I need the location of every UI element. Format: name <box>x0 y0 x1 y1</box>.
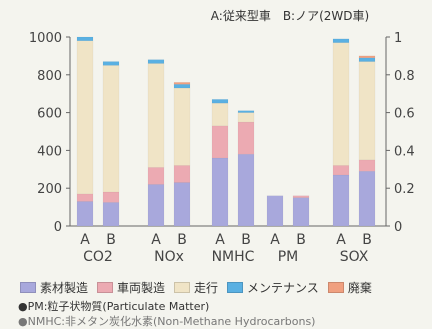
legend-label: 車両製造 <box>117 281 166 295</box>
right-tick-label: 1 <box>394 31 402 46</box>
bar-segment <box>147 184 165 227</box>
group-label: CO2 <box>83 249 113 265</box>
bar-label: B <box>296 232 306 248</box>
chart-subtitle: A:従来型車 B:ノア(2WD車) <box>211 9 369 23</box>
bar-segment <box>102 191 120 203</box>
bars <box>76 36 376 227</box>
bar-segment <box>332 38 350 43</box>
legend-swatch <box>97 282 114 293</box>
legend-label: 走行 <box>194 281 219 295</box>
right-tick-label: 0 <box>394 220 402 235</box>
bar-segment <box>332 165 350 176</box>
bar-segment <box>266 195 284 227</box>
bar-label: A <box>215 232 225 248</box>
bar-label: B <box>177 232 187 248</box>
bar-label: A <box>151 232 161 248</box>
left-tick-label: 400 <box>37 144 62 159</box>
right-tick-label: 0.2 <box>394 182 415 197</box>
bar-segment <box>237 153 255 227</box>
chart-canvas: A:従来型車 B:ノア(2WD車) 0 200 400 600 800 1000 0 0.2 0… <box>29 9 415 265</box>
bar-segment <box>173 87 191 166</box>
bar-label: A <box>80 232 90 248</box>
bar-segment <box>173 84 191 89</box>
bar-segment <box>102 202 120 227</box>
group-label: NOx <box>154 249 184 265</box>
bar-label: A <box>336 232 346 248</box>
legend-item: 廃棄 <box>327 279 372 296</box>
bar-segment <box>147 59 165 64</box>
group-label: PM <box>278 249 299 265</box>
bar-segment <box>76 201 94 227</box>
bar-segment <box>76 40 94 195</box>
bar-segment <box>358 55 376 59</box>
legend-swatch <box>327 282 344 293</box>
right-tick-label: 0.8 <box>394 69 415 84</box>
bar-segment <box>237 110 255 113</box>
bar-segment <box>173 82 191 85</box>
group-label: NMHC <box>212 249 255 265</box>
legend-item: 走行 <box>174 279 218 296</box>
bar-segment <box>147 63 165 168</box>
legend-label: 素材製造 <box>40 281 89 295</box>
bar-segment <box>76 193 94 202</box>
group-label: SOX <box>340 249 369 265</box>
legend-swatch <box>227 282 244 293</box>
bar-segment <box>147 167 165 185</box>
bar-segment <box>173 165 191 183</box>
legend-swatch <box>20 282 36 293</box>
legend-item: 車両製造 <box>97 279 165 296</box>
bar-segment <box>332 174 350 227</box>
bar-segment <box>358 159 376 172</box>
right-tick-label: 0.4 <box>394 144 415 159</box>
note-pm: ●PM:粒子状物質(Particulate Matter) <box>18 300 210 313</box>
bar-label: B <box>241 232 251 248</box>
bar-segment <box>358 61 376 161</box>
bar-segment <box>237 121 255 155</box>
bar-segment <box>102 61 120 66</box>
bar-segment <box>358 170 376 227</box>
bar-segment <box>358 57 376 62</box>
bar-segment <box>211 99 229 104</box>
bar-segment <box>332 42 350 166</box>
legend-item: 素材製造 <box>20 279 88 296</box>
bar-segment <box>237 112 255 123</box>
right-tick-label: 0.6 <box>394 107 415 122</box>
bar-segment <box>292 195 310 198</box>
bar-segment <box>76 36 94 42</box>
bar-segment <box>211 102 229 127</box>
legend: 素材製造 車両製造 走行 メンテナンス 廃棄 <box>20 279 430 296</box>
legend-item: メンテナンス <box>227 279 319 296</box>
legend-label: 廃棄 <box>347 281 372 295</box>
bar-segment <box>173 182 191 227</box>
left-tick-label: 800 <box>37 69 62 84</box>
left-tick-label: 600 <box>37 107 62 122</box>
bar-label: B <box>362 232 372 248</box>
bar-segment <box>211 125 229 159</box>
legend-swatch <box>174 282 191 293</box>
bar-segment <box>211 157 229 227</box>
left-tick-label: 1000 <box>29 31 62 46</box>
bar-segment <box>102 65 120 193</box>
bar-label: B <box>106 232 116 248</box>
bar-segment <box>292 197 310 227</box>
legend-label: メンテナンス <box>247 281 319 295</box>
note-nmhc: ●NMHC:非メタン炭化水素(Non-Methane Hydrocarbons) <box>18 315 316 328</box>
left-tick-label: 0 <box>54 220 62 235</box>
left-tick-label: 200 <box>37 182 62 197</box>
bar-label: A <box>270 232 280 248</box>
